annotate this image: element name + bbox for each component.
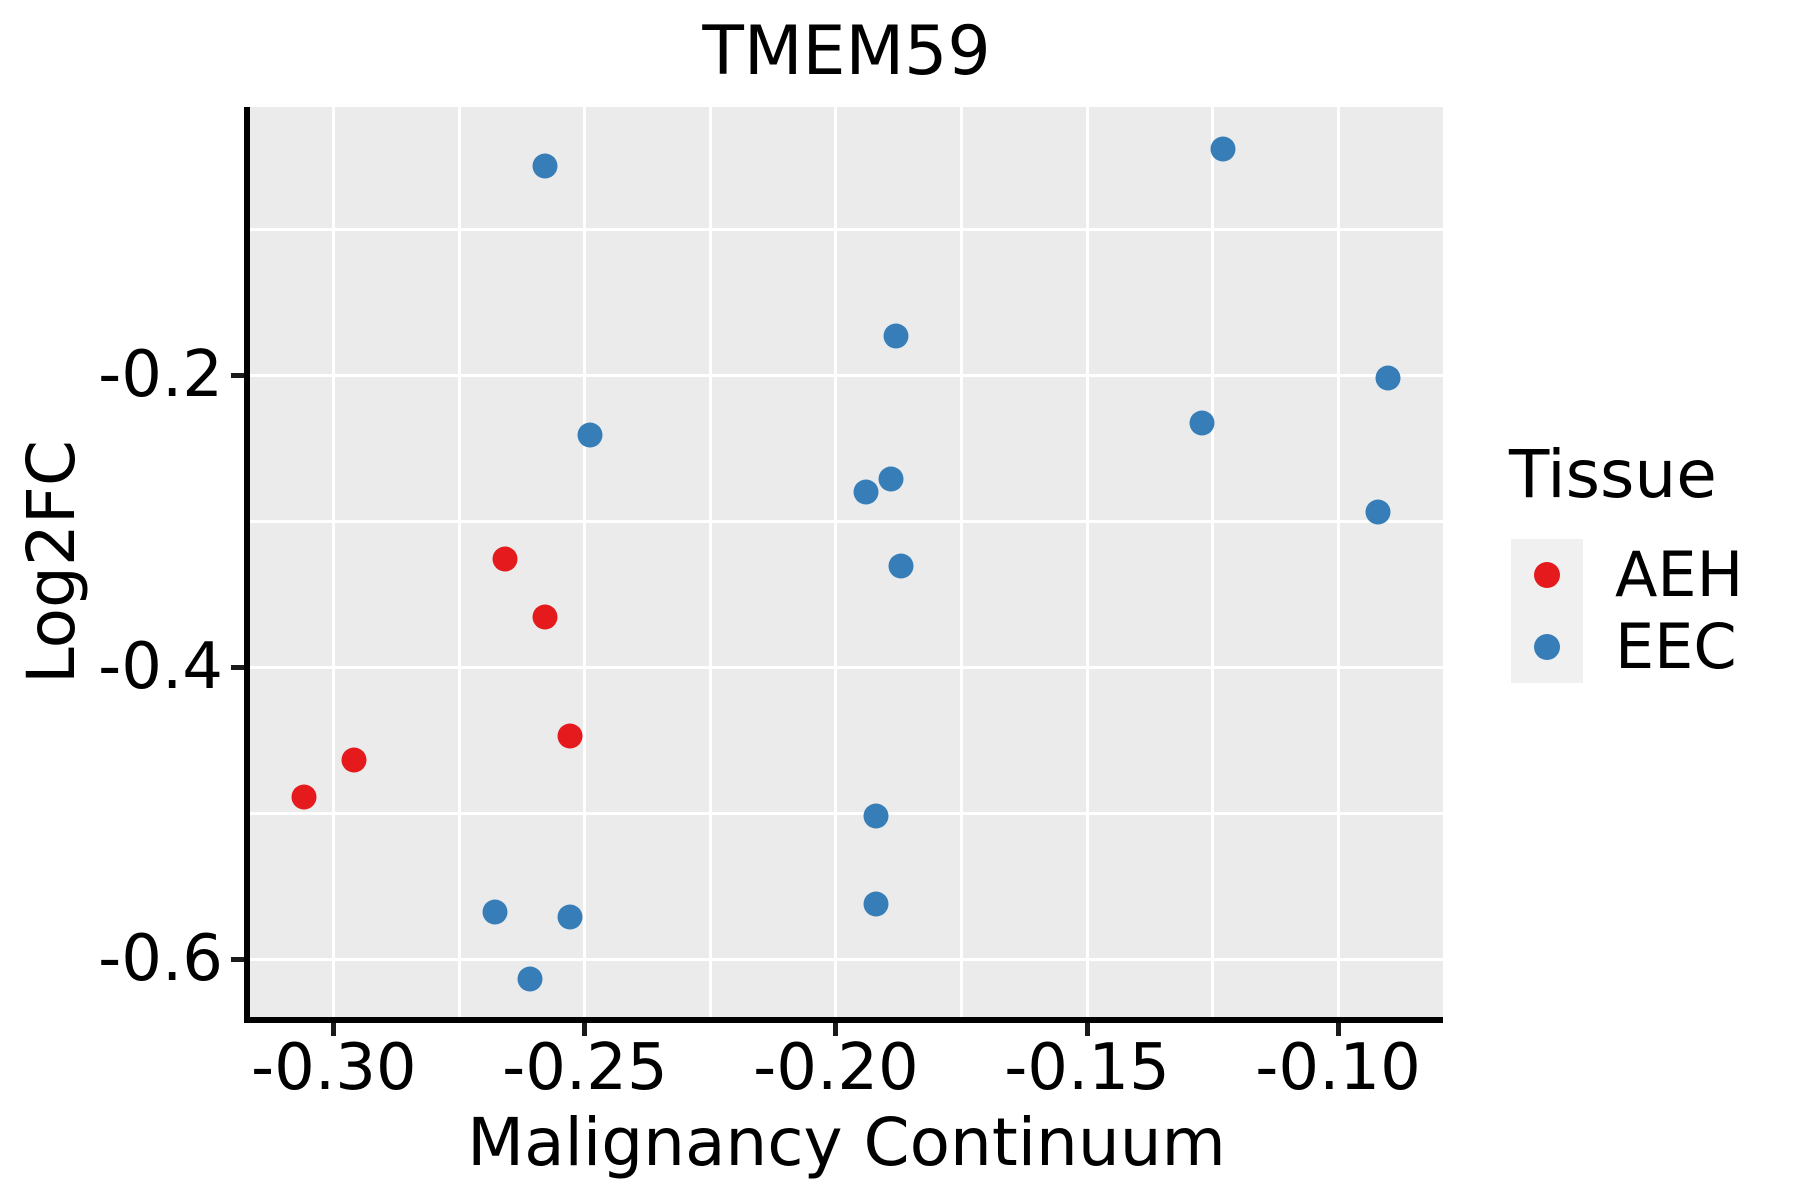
legend-title: Tissue: [1509, 436, 1717, 513]
gridline-minor: [959, 107, 963, 1017]
legend-key-eec: [1511, 611, 1583, 683]
gridline-major: [250, 665, 1443, 669]
data-point-eec: [1375, 365, 1401, 391]
gridline-minor: [1211, 107, 1215, 1017]
x-tick-label: -0.20: [753, 1031, 919, 1105]
y-tick-mark: [231, 664, 244, 670]
gridline-minor: [250, 519, 1443, 523]
data-point-eec: [532, 153, 558, 179]
legend-key-aeh: [1511, 539, 1583, 611]
chart-title: TMEM59: [702, 12, 991, 91]
y-tick-label: -0.2: [98, 338, 223, 413]
gridline-minor: [250, 811, 1443, 815]
data-point-aeh: [557, 723, 583, 749]
data-point-eec: [863, 891, 889, 917]
data-point-eec: [1210, 136, 1236, 162]
legend-label-eec: EEC: [1615, 610, 1737, 683]
aeh-dot-icon: [1534, 562, 1560, 588]
gridline-minor: [457, 107, 461, 1017]
data-point-aeh: [341, 747, 367, 773]
gridline-minor: [250, 227, 1443, 231]
data-point-eec: [557, 904, 583, 930]
data-point-eec: [1189, 410, 1215, 436]
y-tick-label: -0.4: [98, 630, 223, 705]
y-tick-label: -0.6: [98, 922, 223, 997]
x-tick-label: -0.30: [251, 1031, 417, 1105]
data-point-eec: [888, 553, 914, 579]
data-point-aeh: [492, 546, 518, 572]
data-point-eec: [883, 323, 909, 349]
x-tick-label: -0.15: [1004, 1031, 1170, 1105]
gridline-major: [1336, 107, 1340, 1017]
x-tick-mark: [582, 1023, 588, 1036]
x-tick-mark: [833, 1023, 839, 1036]
data-point-aeh: [291, 784, 317, 810]
legend-label-aeh: AEH: [1615, 538, 1744, 611]
data-point-eec: [863, 803, 889, 829]
eec-dot-icon: [1534, 634, 1560, 660]
data-point-eec: [1365, 499, 1391, 525]
x-axis-label: Malignancy Continuum: [467, 1104, 1226, 1181]
gridline-major: [250, 957, 1443, 961]
plot-panel: [244, 107, 1443, 1023]
gridline-major: [1085, 107, 1089, 1017]
y-tick-mark: [231, 956, 244, 962]
x-tick-mark: [1335, 1023, 1341, 1036]
x-tick-mark: [331, 1023, 337, 1036]
data-point-aeh: [532, 604, 558, 630]
gridline-major: [583, 107, 587, 1017]
data-point-eec: [517, 966, 543, 992]
gridline-major: [250, 373, 1443, 377]
data-point-eec: [577, 422, 603, 448]
data-point-eec: [482, 899, 508, 925]
y-tick-mark: [231, 372, 244, 378]
gridline-minor: [708, 107, 712, 1017]
x-tick-label: -0.25: [502, 1031, 668, 1105]
data-point-eec: [853, 479, 879, 505]
gridline-major: [332, 107, 336, 1017]
gridline-major: [834, 107, 838, 1017]
data-point-eec: [878, 466, 904, 492]
x-tick-mark: [1084, 1023, 1090, 1036]
x-tick-label: -0.10: [1255, 1031, 1421, 1105]
